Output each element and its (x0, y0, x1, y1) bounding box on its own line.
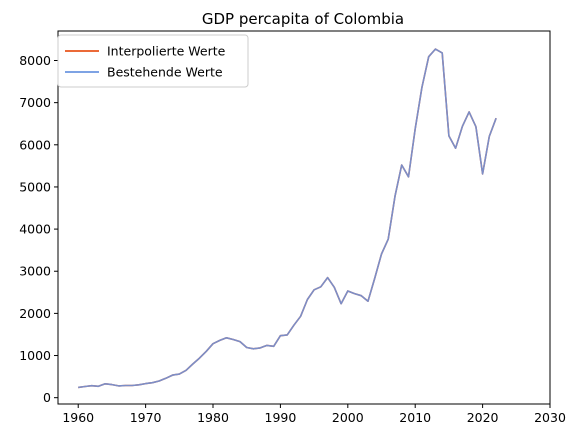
y-tick-label: 4000 (19, 222, 51, 237)
x-tick-label: 1980 (197, 410, 229, 425)
y-tick-label: 7000 (19, 95, 51, 110)
x-tick-label: 2030 (534, 410, 566, 425)
x-tick-label: 2000 (332, 410, 364, 425)
series-line-interpolated (78, 48, 497, 389)
legend-box (57, 34, 249, 88)
legend-label-interpolated: Interpolierte Werte (107, 44, 226, 59)
y-tick-label: 5000 (19, 179, 51, 194)
y-tick-label: 0 (43, 390, 51, 405)
y-tick-label: 1000 (19, 348, 51, 363)
chart-title: GDP percapita of Colombia (202, 10, 404, 28)
x-tick-label: 1960 (62, 410, 94, 425)
y-tick-label: 3000 (19, 264, 51, 279)
x-tick-label: 1990 (265, 410, 297, 425)
y-tick-label: 8000 (19, 53, 51, 68)
legend-label-existing: Bestehende Werte (107, 65, 223, 80)
x-axis-ticks: 1960 1970 1980 1990 2000 2010 2020 2030 (62, 404, 566, 425)
y-axis-ticks: 0 1000 2000 3000 4000 5000 6000 7000 8000 (19, 53, 58, 405)
x-tick-label: 2020 (467, 410, 499, 425)
legend: Interpolierte Werte Bestehende Werte (57, 34, 249, 88)
plot-area-frame (57, 30, 551, 405)
series-layer (78, 48, 497, 389)
x-tick-label: 2010 (399, 410, 431, 425)
y-tick-label: 2000 (19, 306, 51, 321)
y-tick-label: 6000 (19, 137, 51, 152)
series-line-existing (78, 48, 497, 389)
x-tick-label: 1970 (130, 410, 162, 425)
